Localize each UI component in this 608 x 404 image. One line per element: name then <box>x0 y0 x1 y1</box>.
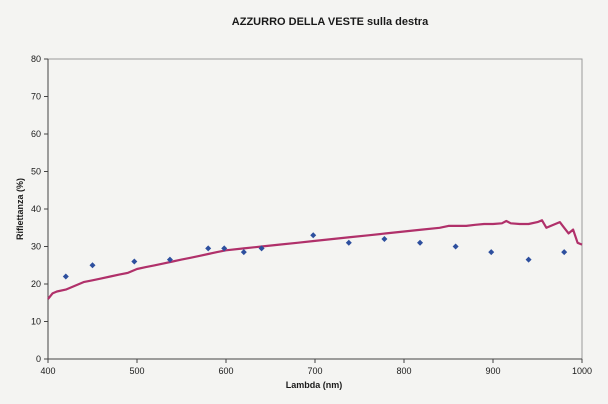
reflectance-curve <box>47 219 583 300</box>
data-point <box>417 239 424 246</box>
y-tick-label: 60 <box>31 129 41 139</box>
data-point <box>205 245 212 252</box>
data-point <box>89 262 96 269</box>
x-tick-label: 400 <box>40 366 55 376</box>
data-point <box>221 245 228 252</box>
x-tick-label: 500 <box>129 366 144 376</box>
y-ticks: 0 10 20 30 40 50 60 70 80 <box>31 54 48 364</box>
y-axis-label: Riflettanza (%) <box>15 178 25 240</box>
data-point <box>131 258 138 265</box>
y-tick-label: 10 <box>31 317 41 327</box>
data-point <box>240 249 247 256</box>
data-point <box>488 249 495 256</box>
x-ticks: 400 500 600 700 800 900 1000 <box>40 359 592 376</box>
x-tick-label: 900 <box>485 366 500 376</box>
series-layer <box>47 219 583 300</box>
data-point <box>561 249 568 256</box>
y-tick-label: 50 <box>31 167 41 177</box>
x-tick-label: 700 <box>307 366 322 376</box>
chart-title: AZZURRO DELLA VESTE sulla destra <box>232 16 429 28</box>
data-point <box>525 256 532 263</box>
data-point <box>310 232 317 239</box>
data-point <box>345 239 352 246</box>
y-tick-label: 0 <box>36 354 41 364</box>
data-point <box>452 243 459 250</box>
y-tick-label: 40 <box>31 204 41 214</box>
x-axis-label: Lambda (nm) <box>286 380 343 390</box>
x-tick-label: 600 <box>218 366 233 376</box>
data-point <box>62 273 69 280</box>
x-tick-label: 800 <box>396 366 411 376</box>
y-tick-label: 80 <box>31 54 41 64</box>
y-tick-label: 20 <box>31 279 41 289</box>
y-tick-label: 30 <box>31 242 41 252</box>
data-point <box>381 236 388 242</box>
data-point <box>166 256 173 263</box>
x-tick-label: 1000 <box>572 366 592 376</box>
data-point <box>258 245 265 252</box>
y-tick-label: 70 <box>31 92 41 102</box>
